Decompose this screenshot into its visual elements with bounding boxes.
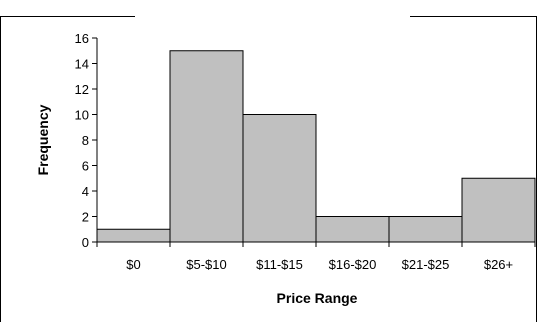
y-tick-label: 4 xyxy=(82,184,89,199)
y-tick-label: 2 xyxy=(82,210,89,225)
histogram-bar xyxy=(242,114,317,243)
histogram-bar xyxy=(169,50,244,243)
histogram-bar xyxy=(388,216,463,243)
y-tick-label: 8 xyxy=(82,133,89,148)
y-tick-label: 12 xyxy=(75,82,89,97)
histogram-bar xyxy=(315,216,390,243)
histogram-bar xyxy=(96,228,171,243)
y-tick-label: 16 xyxy=(75,31,89,46)
y-tick-label: 10 xyxy=(75,108,89,123)
x-tick-label: $26+ xyxy=(484,257,513,272)
plot-area: 0 2 4 6 8 10 12 14 16 $0 $5-$10 $11-$15 $16-$20 $21-$… xyxy=(75,31,536,272)
x-axis-title: Price Range xyxy=(277,290,358,306)
y-tick-label: 14 xyxy=(75,57,89,72)
x-tick-label: $0 xyxy=(126,257,140,272)
y-tick-label: 0 xyxy=(82,235,89,250)
x-tick-label: $21-$25 xyxy=(402,257,450,272)
y-tick-label: 6 xyxy=(82,159,89,174)
x-tick-label: $16-$20 xyxy=(329,257,377,272)
histogram-bar xyxy=(461,177,536,243)
y-axis-title: Frequency xyxy=(35,104,51,175)
x-tick-label: $5-$10 xyxy=(186,257,226,272)
x-tick-label: $11-$15 xyxy=(256,257,303,272)
